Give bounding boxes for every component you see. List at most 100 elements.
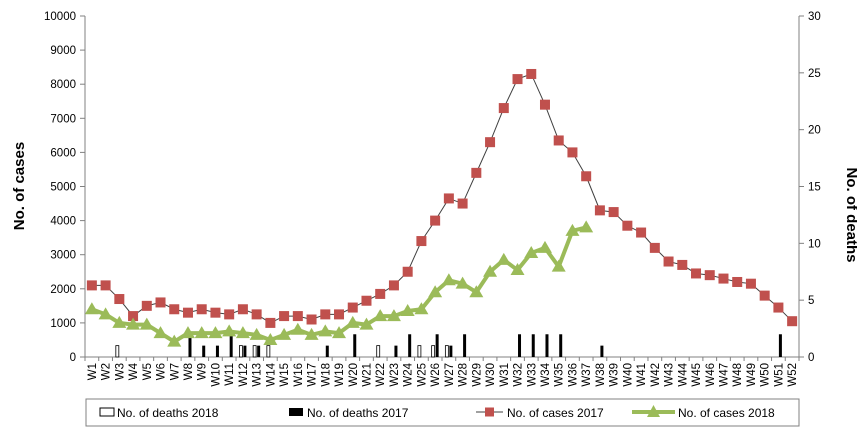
right-tick-label: 10 <box>808 238 821 250</box>
point-cases-2018 <box>277 327 292 340</box>
left-tick-label: 10000 <box>44 11 76 23</box>
x-tick-label: W25 <box>416 363 428 387</box>
x-tick-label: W29 <box>471 363 483 387</box>
x-tick-label: W47 <box>718 363 730 387</box>
point-cases-2017 <box>608 207 619 218</box>
x-tick-label: W11 <box>224 363 236 386</box>
right-axis-title: No. of deaths <box>843 167 857 262</box>
x-tick-label: W34 <box>540 362 552 386</box>
point-cases-2018 <box>400 303 415 316</box>
point-cases-2018 <box>579 220 594 233</box>
point-cases-2017 <box>196 304 207 315</box>
death-bars <box>115 334 782 358</box>
bar-deaths-2017 <box>202 345 206 357</box>
x-tick-label: W41 <box>636 363 648 387</box>
x-tick-label: W39 <box>609 363 621 387</box>
point-cases-2018 <box>551 259 566 272</box>
bar-deaths-2017 <box>449 345 453 357</box>
right-tick-label: 30 <box>808 11 821 23</box>
point-cases-2018 <box>98 307 113 320</box>
x-tick-label: W10 <box>210 363 222 387</box>
legend-swatch-deaths-2018 <box>99 407 115 417</box>
bar-deaths-2017 <box>531 334 535 357</box>
point-cases-2018 <box>428 285 443 298</box>
point-cases-2018 <box>565 223 580 236</box>
plot-area: 0100020003000400050006000700080009000100… <box>44 11 821 387</box>
point-cases-2017 <box>86 280 97 291</box>
point-cases-2018 <box>249 327 264 340</box>
point-cases-2018 <box>441 273 456 286</box>
left-axis-ticks: 0 1000 2000 3000 4000 5000 6000 7000 8000 9000 100… <box>44 11 85 364</box>
bar-deaths-2018 <box>431 345 436 358</box>
x-tick-label: W18 <box>320 363 332 387</box>
point-cases-2018 <box>510 263 525 276</box>
x-tick-label: W12 <box>238 363 250 387</box>
point-cases-2017 <box>773 302 784 313</box>
x-tick-label: W27 <box>444 363 456 387</box>
point-cases-2017 <box>485 137 496 148</box>
point-cases-2018 <box>304 327 319 340</box>
x-tick-label: W7 <box>169 363 181 380</box>
bar-deaths-2017 <box>518 334 522 357</box>
point-cases-2018 <box>414 302 429 315</box>
bar-deaths-2017 <box>229 334 233 357</box>
point-cases-2017 <box>636 227 647 238</box>
bar-deaths-2017 <box>353 334 357 357</box>
point-cases-2017 <box>182 307 193 318</box>
point-cases-2017 <box>745 278 756 289</box>
x-tick-label: W4 <box>128 362 140 380</box>
left-tick-label: 9000 <box>50 45 76 57</box>
x-tick-label: W50 <box>760 363 772 387</box>
legend-marker-cases-2017 <box>485 407 494 417</box>
point-cases-2018 <box>290 322 305 335</box>
legend-item-cases-2017: No. of cases 2017 <box>476 406 604 420</box>
point-cases-2017 <box>581 171 592 182</box>
bar-deaths-2017 <box>435 334 439 357</box>
x-tick-label: W44 <box>677 362 689 386</box>
legend-item-cases-2018: No. of cases 2018 <box>632 405 775 420</box>
bar-deaths-2017 <box>243 345 247 357</box>
left-tick-label: 7000 <box>50 113 76 125</box>
point-cases-2017 <box>443 193 454 204</box>
point-cases-2017 <box>114 294 125 305</box>
point-cases-2017 <box>677 259 688 270</box>
point-cases-2017 <box>567 147 578 158</box>
legend-label-deaths-2018: No. of deaths 2018 <box>117 406 219 420</box>
x-tick-label: W36 <box>567 363 579 387</box>
point-cases-2018 <box>235 326 250 339</box>
point-cases-2018 <box>483 264 498 277</box>
point-cases-2017 <box>224 309 235 320</box>
point-cases-2018 <box>153 326 168 339</box>
x-tick-label: W16 <box>293 363 305 387</box>
bar-deaths-2017 <box>559 334 563 357</box>
left-axis-title: No. of cases <box>11 142 28 230</box>
bar-deaths-2017 <box>545 334 549 357</box>
x-tick-label: W30 <box>485 363 497 387</box>
point-cases-2017 <box>375 288 386 299</box>
bar-deaths-2018 <box>417 345 422 358</box>
legend-item-deaths-2017: No. of deaths 2017 <box>289 406 409 420</box>
point-cases-2017 <box>691 268 702 279</box>
x-tick-label: W38 <box>595 363 607 387</box>
x-tick-label: W6 <box>156 363 168 380</box>
point-cases-2017 <box>526 68 537 79</box>
point-cases-2018 <box>318 324 333 337</box>
point-cases-2018 <box>208 326 223 339</box>
point-cases-2018 <box>386 309 401 322</box>
point-cases-2018 <box>167 334 182 347</box>
legend-label-deaths-2017: No. of deaths 2017 <box>307 406 409 420</box>
line-cases-2017 <box>91 73 793 324</box>
bar-deaths-2017 <box>463 334 467 357</box>
point-cases-2018 <box>332 326 347 339</box>
x-tick-label: W8 <box>183 363 195 380</box>
left-tick-label: 5000 <box>50 182 76 194</box>
x-tick-label: W46 <box>705 363 717 387</box>
x-tick-label: W3 <box>114 363 126 380</box>
x-tick-label: W1 <box>87 363 99 380</box>
right-tick-label: 5 <box>808 295 814 307</box>
bar-deaths-2017 <box>394 345 398 357</box>
x-tick-label: W5 <box>142 363 154 380</box>
x-axis-ticks: W1 W2 W3 W4 W5 W6 W7 W8 W9 W10 W11 W12 W13 W14 W15 W16 W… <box>84 357 800 387</box>
point-cases-2018 <box>455 276 470 289</box>
bar-deaths-2018 <box>115 345 120 358</box>
